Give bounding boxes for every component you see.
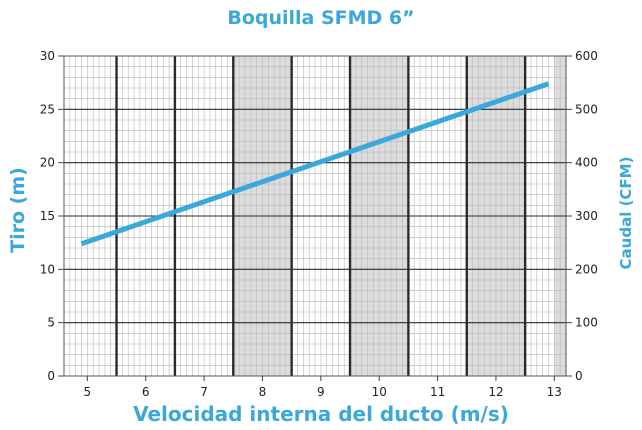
y-axis-ticks: 0 5 10 15 20 25 30 <box>40 49 64 383</box>
x-tick-label: 10 <box>372 385 387 399</box>
x-axis-title: Velocidad interna del ducto (m/s) <box>133 402 509 426</box>
y-tick-label: 0 <box>47 369 55 383</box>
x-tick-label: 12 <box>488 385 503 399</box>
x-axis-ticks: 5 6 7 8 9 10 11 12 13 <box>84 376 562 399</box>
y2-tick-label: 300 <box>575 209 598 223</box>
x-tick-label: 13 <box>547 385 562 399</box>
y2-tick-label: 0 <box>575 369 583 383</box>
x-tick-label: 8 <box>259 385 267 399</box>
series-line <box>80 81 550 247</box>
y-axis-title: Tiro (m) <box>7 167 29 253</box>
y2-tick-label: 400 <box>575 156 598 170</box>
y2-axis-title: Caudal (CFM) <box>617 157 635 270</box>
x-tick-label: 5 <box>84 385 92 399</box>
chart-title: Boquilla SFMD 6” <box>227 7 414 29</box>
x-tick-label: 7 <box>200 385 208 399</box>
y-tick-label: 10 <box>40 262 55 276</box>
y2-axis-ticks: 0 100 200 300 400 500 600 <box>566 49 598 383</box>
y-tick-label: 5 <box>47 316 55 330</box>
y-tick-label: 25 <box>40 102 55 116</box>
x-tick-label: 6 <box>142 385 150 399</box>
y2-tick-label: 200 <box>575 262 598 276</box>
y-tick-label: 30 <box>40 49 55 63</box>
x-tick-label: 11 <box>430 385 445 399</box>
y-tick-label: 20 <box>40 156 55 170</box>
series-layer <box>80 81 550 247</box>
x-tick-label: 9 <box>317 385 325 399</box>
y-tick-label: 15 <box>40 209 55 223</box>
y2-tick-label: 600 <box>575 49 598 63</box>
y2-tick-label: 100 <box>575 316 598 330</box>
y2-tick-label: 500 <box>575 102 598 116</box>
